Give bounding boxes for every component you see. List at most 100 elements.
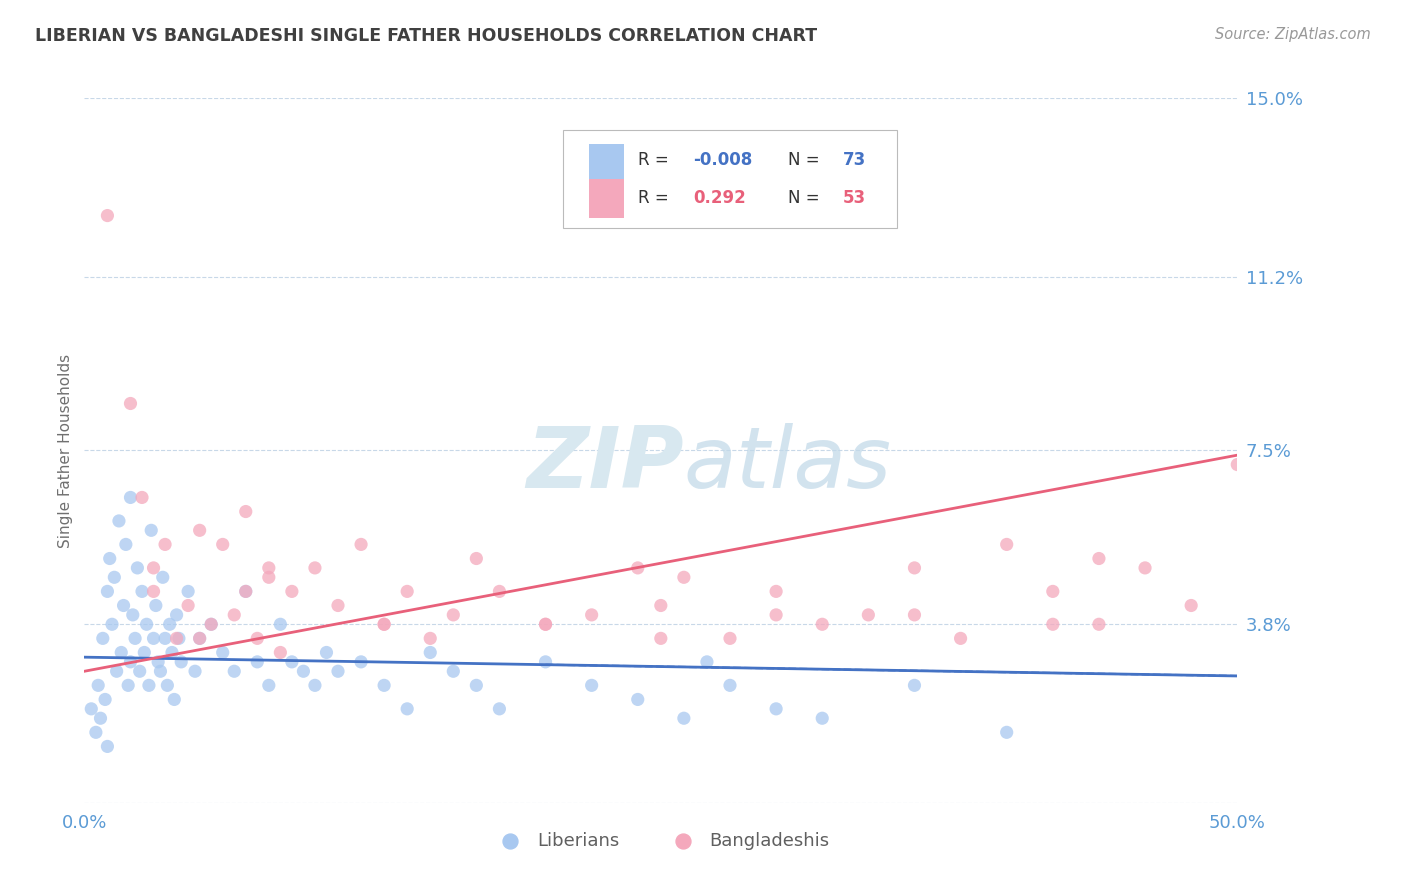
Point (188, 632, 211, 646)
Point (281, 584, 304, 599)
Point (142, 632, 165, 646)
Text: 53: 53 (844, 189, 866, 207)
Text: N =: N = (787, 189, 824, 207)
Text: 73: 73 (844, 151, 866, 169)
Y-axis label: Single Father Households: Single Father Households (58, 353, 73, 548)
Point (581, 678, 603, 692)
Point (304, 678, 326, 692)
Text: -0.008: -0.008 (693, 151, 752, 169)
Point (419, 645, 441, 659)
Point (1042, 617, 1064, 632)
Point (246, 632, 269, 646)
Bar (589, 144, 624, 183)
Point (650, 632, 672, 646)
Point (465, 551, 488, 566)
Point (91, 632, 114, 646)
Point (94, 692, 117, 706)
Point (995, 537, 1018, 551)
Point (350, 655, 373, 669)
Point (127, 561, 149, 575)
Point (627, 561, 650, 575)
Point (184, 665, 207, 679)
Point (672, 711, 695, 725)
Point (80, 702, 103, 716)
Point (138, 678, 160, 692)
Point (650, 599, 672, 613)
Point (131, 491, 153, 505)
Point (581, 607, 603, 622)
Point (1226, 458, 1249, 472)
Text: N =: N = (787, 151, 824, 169)
Point (488, 702, 510, 716)
FancyBboxPatch shape (562, 130, 897, 228)
Point (488, 584, 510, 599)
Point (718, 678, 741, 692)
Point (373, 617, 395, 632)
Point (441, 607, 464, 622)
Point (170, 655, 193, 669)
Point (103, 570, 125, 584)
Point (98, 551, 121, 566)
Point (350, 537, 373, 551)
Point (257, 561, 280, 575)
Point (167, 632, 190, 646)
Point (96, 209, 118, 223)
Point (120, 655, 142, 669)
Point (105, 665, 128, 679)
Point (224, 607, 246, 622)
Point (163, 692, 186, 706)
Point (134, 645, 156, 659)
Point (765, 584, 787, 599)
Point (87, 678, 110, 692)
Point (89, 711, 111, 725)
Point (188, 632, 211, 646)
Point (627, 692, 650, 706)
Point (995, 725, 1018, 739)
Point (235, 504, 257, 518)
Bar (589, 179, 624, 218)
Point (1088, 551, 1111, 566)
Point (903, 607, 925, 622)
Point (177, 599, 200, 613)
Text: R =: R = (638, 151, 673, 169)
Point (534, 617, 557, 632)
Point (1088, 617, 1111, 632)
Point (120, 396, 142, 410)
Text: 0.292: 0.292 (693, 189, 745, 207)
Text: LIBERIAN VS BANGLADESHI SINGLE FATHER HOUSEHOLDS CORRELATION CHART: LIBERIAN VS BANGLADESHI SINGLE FATHER HO… (35, 27, 817, 45)
Point (465, 678, 488, 692)
Point (441, 665, 464, 679)
Point (211, 645, 233, 659)
Point (246, 655, 269, 669)
Text: Source: ZipAtlas.com: Source: ZipAtlas.com (1215, 27, 1371, 42)
Point (1042, 584, 1064, 599)
Point (396, 702, 419, 716)
Point (142, 561, 165, 575)
Point (146, 655, 169, 669)
Legend: Liberians, Bangladeshis: Liberians, Bangladeshis (485, 825, 837, 857)
Point (396, 584, 419, 599)
Point (765, 607, 787, 622)
Point (124, 632, 146, 646)
Text: ZIP: ZIP (526, 423, 683, 506)
Point (153, 537, 176, 551)
Point (200, 617, 222, 632)
Point (160, 645, 183, 659)
Point (373, 617, 395, 632)
Point (718, 632, 741, 646)
Point (949, 632, 972, 646)
Point (326, 665, 349, 679)
Point (112, 599, 135, 613)
Point (292, 665, 315, 679)
Point (696, 655, 718, 669)
Point (211, 537, 233, 551)
Point (269, 645, 291, 659)
Point (166, 607, 188, 622)
Point (281, 655, 304, 669)
Point (1180, 599, 1202, 613)
Point (765, 702, 787, 716)
Point (156, 678, 179, 692)
Point (145, 599, 167, 613)
Point (304, 561, 326, 575)
Point (96, 739, 118, 754)
